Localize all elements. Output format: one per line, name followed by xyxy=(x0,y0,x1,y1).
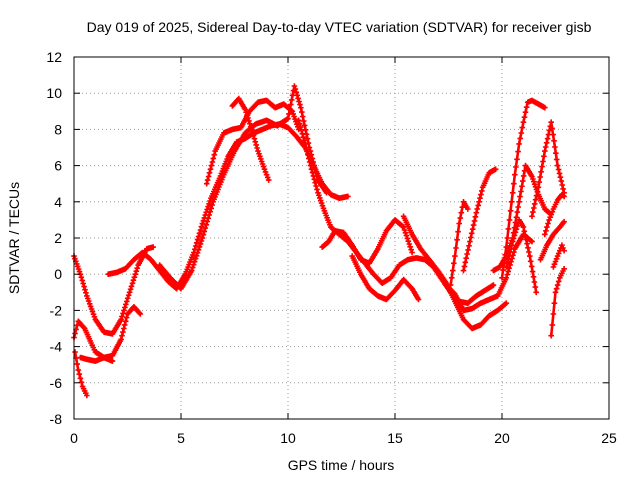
series-line xyxy=(462,167,497,272)
series-markers xyxy=(503,217,539,296)
series-markers xyxy=(349,253,422,303)
series-markers xyxy=(71,244,156,337)
series-markers xyxy=(77,304,144,364)
series-sat-v xyxy=(548,266,567,339)
series-sat-w xyxy=(550,242,567,270)
series-sat-d xyxy=(77,304,144,364)
x-tick-labels: 0 5 10 15 20 25 xyxy=(70,430,617,446)
series-markers xyxy=(548,266,567,339)
series-markers xyxy=(72,349,90,399)
series-sat-o xyxy=(447,199,471,288)
y-tick-label: 8 xyxy=(54,121,62,137)
series-markers xyxy=(542,191,567,238)
y-tick-label: -2 xyxy=(50,302,63,318)
series-sat-s xyxy=(529,119,567,220)
series-markers xyxy=(490,162,554,274)
y-tick-label: -4 xyxy=(50,339,63,355)
series-line xyxy=(402,214,508,330)
y-tick-label: -6 xyxy=(50,375,63,391)
y-tick-label: 10 xyxy=(46,85,62,101)
series-sat-q xyxy=(490,162,554,274)
x-tick-label: 20 xyxy=(494,430,510,446)
x-tick-label: 0 xyxy=(70,430,78,446)
series-markers xyxy=(105,121,351,292)
series-markers xyxy=(319,217,415,267)
series-markers xyxy=(537,218,567,263)
series-sat-a xyxy=(71,244,156,337)
chart-title: Day 019 of 2025, Sidereal Day-to-day VTE… xyxy=(87,19,592,35)
series-sat-h xyxy=(229,95,272,183)
series-markers xyxy=(529,119,567,220)
series-layer xyxy=(71,83,567,399)
series-sat-p xyxy=(499,97,548,281)
x-axis-title: GPS time / hours xyxy=(288,457,395,473)
series-sat-i xyxy=(295,117,497,306)
series-sat-u xyxy=(537,218,567,263)
y-tick-label: 6 xyxy=(54,158,62,174)
series-markers xyxy=(156,83,330,292)
y-tick-label: 12 xyxy=(46,49,62,65)
y-axis-title: SDTVAR / TECUs xyxy=(6,182,22,294)
series-markers xyxy=(229,95,272,183)
series-sat-k xyxy=(349,253,422,303)
series-line xyxy=(320,218,414,265)
series-sat-f xyxy=(156,83,330,292)
y-tick-label: -8 xyxy=(50,411,63,427)
series-sat-n xyxy=(460,166,499,274)
ticks xyxy=(73,56,610,420)
series-sat-b xyxy=(72,349,90,399)
series-markers xyxy=(550,242,567,270)
series-markers xyxy=(460,166,499,274)
x-tick-label: 5 xyxy=(177,430,185,446)
series-sat-e xyxy=(105,121,351,292)
series-sat-j xyxy=(319,217,415,267)
series-markers xyxy=(447,199,471,288)
x-tick-label: 10 xyxy=(280,430,296,446)
y-tick-label: 0 xyxy=(54,266,62,282)
y-tick-label: 4 xyxy=(54,194,62,210)
series-line xyxy=(106,122,350,290)
series-sat-g xyxy=(203,97,302,187)
series-line xyxy=(297,119,495,305)
x-tick-label: 25 xyxy=(601,430,617,446)
series-sat-r xyxy=(503,217,539,296)
y-tick-labels: -8 -6 -4 -2 0 2 4 6 8 10 12 xyxy=(46,49,62,427)
series-markers xyxy=(499,97,548,281)
x-tick-label: 15 xyxy=(387,430,403,446)
series-sat-t xyxy=(542,191,567,238)
series-markers xyxy=(295,117,497,306)
y-tick-label: 2 xyxy=(54,230,62,246)
